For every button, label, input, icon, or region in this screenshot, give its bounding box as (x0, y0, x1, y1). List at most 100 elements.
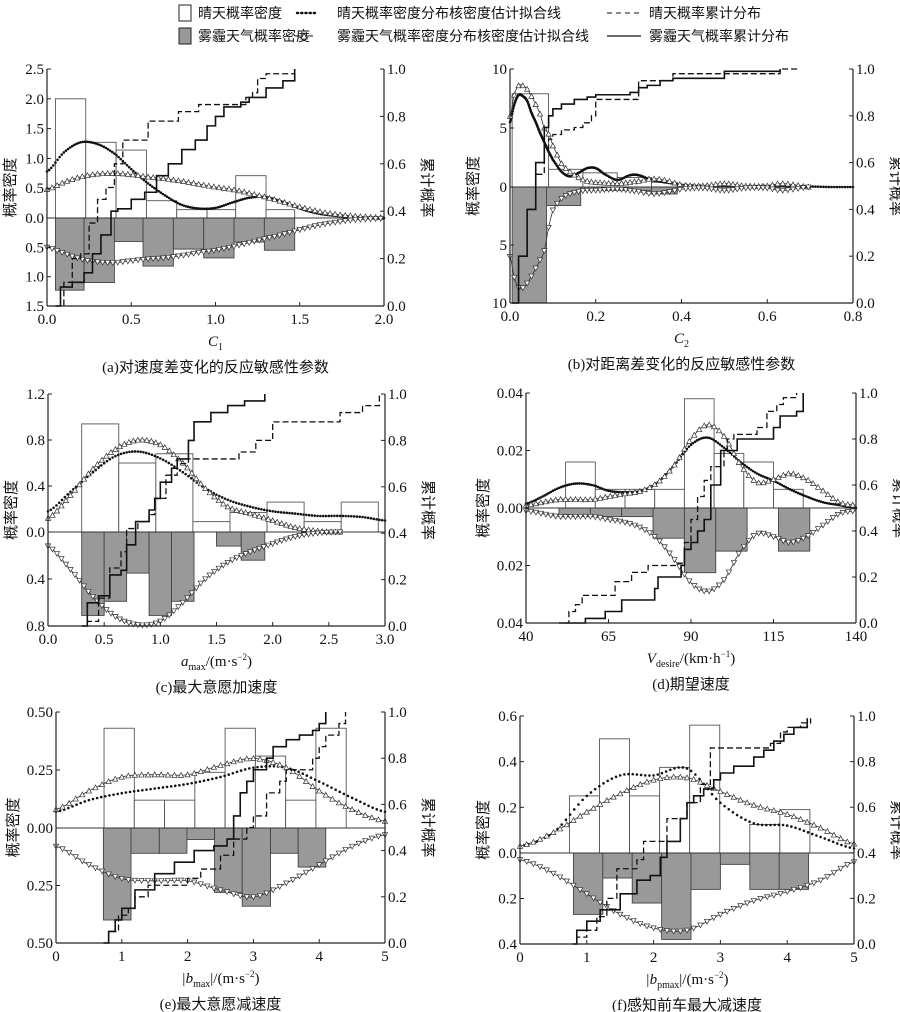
fog-kde-lower-marker (800, 185, 807, 192)
fog-kde-lower-marker (571, 190, 578, 196)
fog-kde-upper-marker (616, 491, 624, 498)
fog-kde-upper-marker (229, 505, 236, 512)
clear-kde-point (210, 777, 214, 781)
clear-kde-point (561, 485, 565, 488)
x-tick-label: 4 (315, 949, 323, 965)
clear-kde-point (159, 191, 163, 194)
clear-kde-point (741, 462, 744, 465)
fog-kde-lower-marker (519, 285, 527, 292)
fog-kde-upper-marker (296, 203, 303, 210)
fog-kde-lower-marker (704, 185, 711, 192)
fog-kde-upper-marker (511, 91, 518, 98)
fog-kde-lower-marker (184, 595, 191, 602)
clear-kde-point (237, 199, 240, 202)
y-tick-label: 0.02 (497, 559, 523, 575)
clear-kde-point (581, 798, 584, 802)
fog-kde-upper-marker (763, 805, 771, 812)
legend-label: 雾霾天气概率密度 (198, 29, 310, 45)
y2-tick-label: 0.6 (859, 478, 878, 494)
fog-kde-lower-marker (666, 189, 673, 196)
y2-axis-label: 累计概率 (419, 797, 436, 857)
fog-kde-lower-marker (656, 191, 663, 197)
fog-bar (158, 827, 188, 854)
fog-kde-lower-marker (149, 256, 157, 263)
fog-kde-lower-marker (611, 517, 619, 524)
fog-kde-lower-marker (98, 603, 106, 610)
fog-kde-upper-marker (637, 781, 644, 787)
fog-kde-lower-marker (527, 508, 535, 515)
fog-kde-upper-marker (125, 438, 133, 445)
clear-kde-point (232, 500, 235, 504)
fog-kde-lower-marker (695, 185, 702, 192)
clear-kde-point (333, 514, 336, 518)
clear-kde-point (823, 837, 827, 840)
fog-kde-lower-marker (723, 908, 731, 915)
clear-kde-point (296, 512, 300, 516)
clear-kde-point (752, 822, 756, 825)
fog-bar (270, 827, 299, 854)
legend-label: 雾霾天气概率累计分布 (649, 29, 789, 45)
clear-kde-point (621, 490, 625, 494)
fog-kde-lower-marker (372, 216, 379, 223)
fog-kde-upper-marker (233, 506, 240, 513)
clear-kde-point (777, 823, 781, 827)
clear-kde-point (352, 515, 356, 518)
fog-kde-upper-marker (583, 177, 591, 184)
y-tick-label: 2.5 (25, 62, 44, 78)
clear-kde-point (58, 809, 62, 813)
clear-kde-point (802, 829, 806, 833)
fog-kde-lower-marker (190, 250, 197, 257)
fog-kde-lower-marker (131, 877, 139, 884)
fog-kde-upper-marker (98, 781, 106, 787)
legend-item-clear-cdf: 晴天概率累计分布 (605, 3, 761, 23)
fog-kde-lower-marker (53, 248, 61, 254)
fog-kde-upper-marker (810, 821, 818, 828)
clear-kde-point (580, 482, 583, 485)
clear-kde-point (223, 497, 227, 500)
clear-kde-point (161, 192, 165, 196)
fog-kde-upper-marker (210, 763, 218, 770)
x-axis-label: Vdesire/(km·h−1) (647, 649, 735, 670)
fog-kde-lower-marker (631, 522, 639, 529)
clear-kde-point (202, 779, 206, 783)
clear-kde-point (176, 201, 179, 205)
clear-kde-point (835, 185, 839, 189)
fog-kde-lower-marker (215, 247, 223, 253)
fog-kde-upper-marker (190, 179, 197, 186)
fog-kde-lower-marker (844, 509, 851, 515)
fog-kde-lower-marker (49, 546, 56, 553)
fog-kde-lower-marker (805, 184, 812, 191)
fog-kde-upper-marker (342, 802, 349, 809)
clear-kde-point (169, 785, 173, 788)
clear-kde-point (712, 438, 715, 442)
clear-kde-point (635, 773, 639, 776)
clear-kde-point (132, 789, 136, 793)
y2-tick-label: 1.0 (859, 386, 878, 402)
y2-axis-label: 累计概率 (418, 157, 435, 217)
clear-kde-point (714, 797, 718, 801)
clear-kde-point (136, 450, 140, 453)
clear-kde-point (299, 512, 303, 516)
fog-kde-lower-marker (550, 870, 557, 877)
x-tick-label: 2 (650, 950, 658, 966)
clear-kde-point (316, 514, 319, 518)
fog-kde-lower-marker (759, 185, 767, 192)
clear-kde-point (235, 770, 239, 774)
fog-kde-upper-marker (103, 452, 110, 459)
fog-kde-upper-marker (602, 493, 609, 500)
fog-kde-upper-marker (53, 507, 61, 514)
y-tick-label: 0.5 (25, 181, 44, 197)
fog-kde-lower-marker (735, 551, 743, 557)
fog-kde-upper-marker (251, 190, 258, 197)
clear-kde-point (285, 511, 289, 515)
y2-tick-label: 0.8 (388, 751, 407, 767)
clear-kde-point (827, 502, 831, 505)
fog-kde-upper-marker (217, 762, 224, 768)
clear-kde-point (60, 153, 64, 156)
clear-kde-point (174, 200, 177, 204)
fog-kde-upper-marker (641, 486, 648, 493)
fog-kde-lower-marker (58, 556, 65, 563)
fog-kde-lower-marker (577, 513, 584, 520)
x-tick-label: 40 (519, 629, 534, 645)
fog-kde-lower-marker (750, 898, 757, 905)
